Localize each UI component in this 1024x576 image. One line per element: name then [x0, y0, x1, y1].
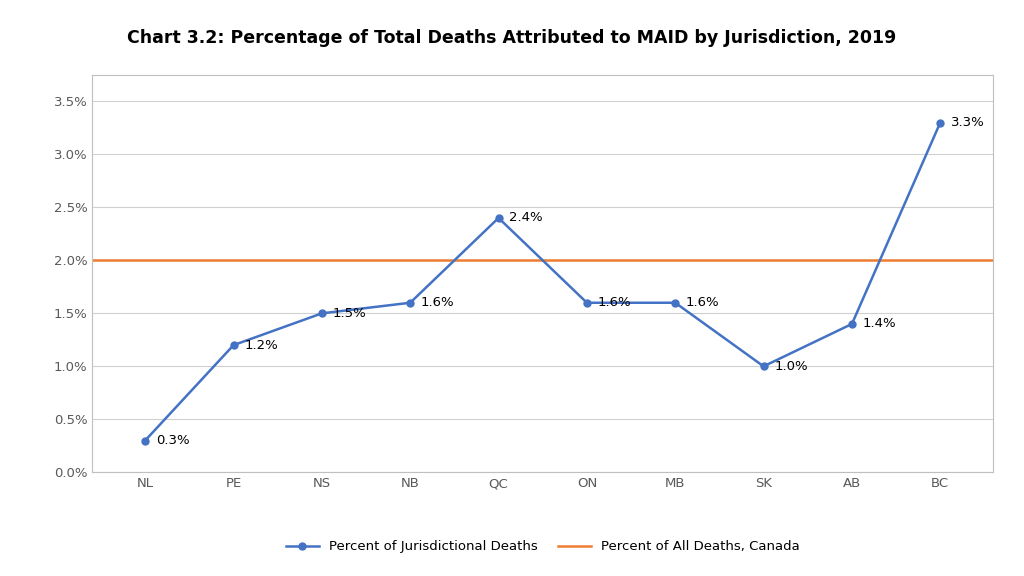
- Text: 1.6%: 1.6%: [686, 296, 720, 309]
- Text: Chart 3.2: Percentage of Total Deaths Attributed to MAID by Jurisdiction, 2019: Chart 3.2: Percentage of Total Deaths At…: [127, 29, 897, 47]
- Text: 1.6%: 1.6%: [421, 296, 455, 309]
- Text: 1.5%: 1.5%: [333, 307, 367, 320]
- Text: 1.2%: 1.2%: [244, 339, 278, 351]
- Text: 1.4%: 1.4%: [862, 317, 896, 331]
- Text: 3.3%: 3.3%: [951, 116, 985, 129]
- Text: 1.6%: 1.6%: [597, 296, 631, 309]
- Legend: Percent of Jurisdictional Deaths, Percent of All Deaths, Canada: Percent of Jurisdictional Deaths, Percen…: [286, 540, 800, 553]
- Text: 0.3%: 0.3%: [156, 434, 189, 447]
- Text: 1.0%: 1.0%: [774, 360, 808, 373]
- Text: 2.4%: 2.4%: [509, 211, 543, 225]
